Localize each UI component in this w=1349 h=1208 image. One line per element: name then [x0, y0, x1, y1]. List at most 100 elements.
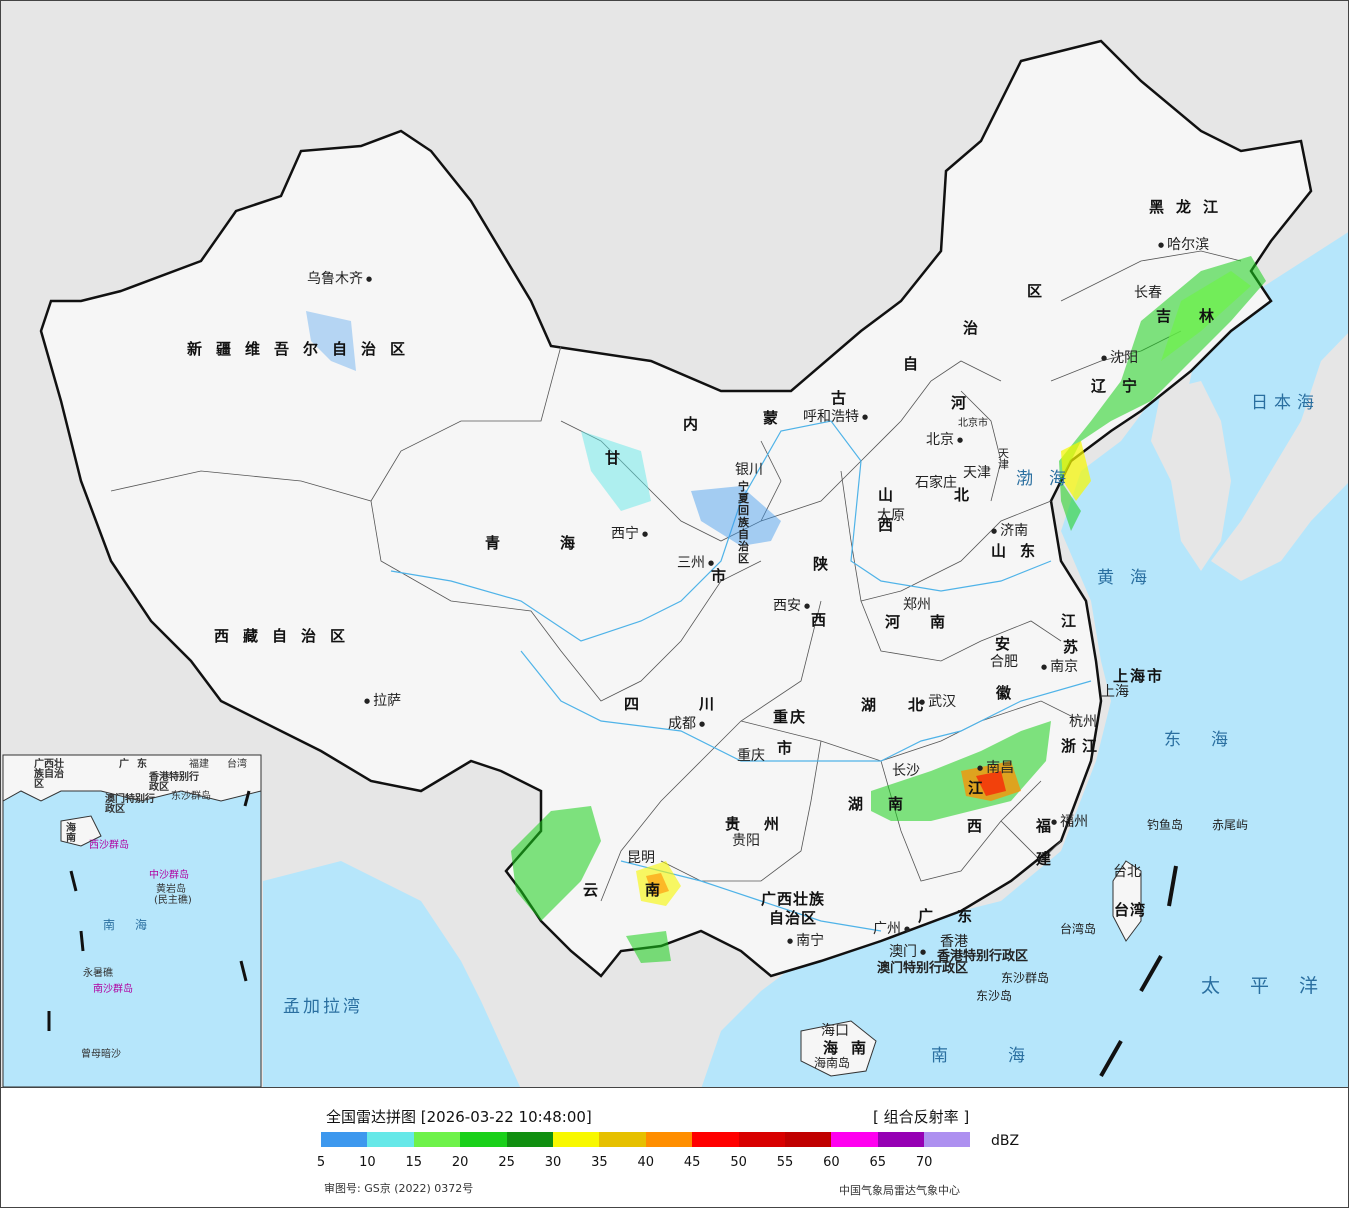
- region-yunnan-2: 南: [645, 881, 661, 899]
- city-guiyang: 贵阳: [732, 833, 760, 849]
- region-guangxi-1: 广西壮族: [761, 890, 826, 908]
- region-xinjiang: 新疆维吾尔自治区: [187, 340, 420, 358]
- city-beijing: 北京: [926, 433, 963, 447]
- color-swatch: [784, 1132, 832, 1147]
- region-shanghai: 上海市: [1113, 667, 1165, 685]
- map-canvas: [2, 39, 1348, 1087]
- color-scale-tick: 50: [730, 1155, 747, 1170]
- island-dongsha: 东沙群岛: [1001, 971, 1050, 985]
- region-chongqing-2: 市: [777, 739, 793, 757]
- color-scale-tick: 5: [316, 1155, 326, 1170]
- region-henan: 河南: [885, 613, 976, 631]
- region-heilongjiang: 黑龙江: [1149, 198, 1231, 216]
- region-gansu: 甘: [605, 449, 621, 467]
- city-nanchang: 南昌: [977, 761, 1014, 775]
- color-swatch: [552, 1132, 600, 1147]
- region-shaanxi-1: 陕: [813, 555, 829, 573]
- color-swatch: [692, 1132, 739, 1147]
- sea-bengal: 孟加拉湾: [283, 997, 363, 1017]
- region-guangdong: 广东: [918, 907, 997, 925]
- city-shanghai: 上海: [1101, 684, 1129, 700]
- region-anhui-2: 徽: [996, 684, 1012, 702]
- inset-taiwan: 台湾: [227, 759, 247, 770]
- color-scale-tick: 60: [823, 1155, 840, 1170]
- region-shaanxi-2: 西: [811, 611, 827, 629]
- taiwan-land: [1112, 860, 1142, 942]
- region-hunan-1: 湖: [848, 795, 864, 813]
- sea-donghai: 东海: [1164, 730, 1258, 750]
- inset-macao: 澳门特别行政区: [105, 794, 155, 815]
- region-hongkong: 香港特别行政区: [937, 949, 1029, 964]
- region-neimenggu-4: 自: [903, 355, 919, 373]
- region-hebei-2: 北: [954, 486, 970, 504]
- credit: 中国气象局雷达气象中心: [839, 1184, 960, 1197]
- region-zhejiang: 浙江: [1061, 737, 1104, 755]
- province-borders: [110, 250, 1242, 902]
- city-nanjing: 南京: [1041, 660, 1078, 674]
- inset-dongsha: 东沙群岛: [171, 791, 211, 802]
- region-anhui-1: 安: [995, 635, 1011, 653]
- region-jiangxi-2: 西: [967, 817, 983, 835]
- maritime-boundary: [1099, 865, 1178, 1077]
- region-neimenggu-1: 内: [683, 415, 699, 433]
- region-hebei-1: 河: [951, 394, 967, 412]
- color-scale-tick: 65: [869, 1155, 887, 1170]
- inset-huangyan-2: (民主礁): [154, 895, 192, 906]
- inset-yongshu: 永暑礁: [83, 968, 113, 979]
- region-fujian-1: 福: [1036, 817, 1052, 835]
- color-scale-ticks: 5 10 15 20 25 30 35 40 45 50 55 60 65 70: [317, 1155, 1021, 1173]
- region-liaoning: 辽宁: [1091, 377, 1154, 395]
- city-shijiazhuang: 石家庄: [915, 475, 957, 491]
- color-scale: [321, 1132, 971, 1147]
- color-swatch: [460, 1132, 507, 1147]
- rivers: [390, 420, 1092, 932]
- inset-zhongsha: 中沙群岛: [149, 870, 189, 881]
- region-neimenggu-3: 古: [831, 389, 847, 407]
- region-shanxi: 山西: [878, 486, 894, 534]
- color-scale-tick: 40: [637, 1155, 655, 1170]
- region-hainan-2: 南: [851, 1039, 867, 1057]
- region-xizang: 西藏自治区: [214, 627, 360, 645]
- south-china-sea-inset: [2, 754, 262, 1087]
- color-swatch: [599, 1132, 646, 1147]
- region-neimenggu-2: 蒙: [763, 409, 779, 427]
- radar-map: 新疆维吾尔自治区 西藏自治区 青海 甘 市 内 蒙 古 自 治 区 黑龙江 吉林…: [0, 0, 1349, 1088]
- approval-number: 审图号: GS京 (2022) 0372号: [324, 1182, 474, 1195]
- region-macao: 澳门特别行政区: [877, 961, 969, 976]
- inset-nansha: 南沙群岛: [93, 984, 133, 995]
- region-shandong: 山东: [991, 542, 1050, 560]
- city-changsha: 长沙: [892, 763, 920, 779]
- region-hunan-2: 南: [888, 795, 904, 813]
- color-swatch: [924, 1132, 971, 1147]
- region-neimenggu-5: 治: [963, 319, 979, 337]
- region-yunnan-1: 云: [583, 881, 599, 899]
- color-scale-tick: 70: [915, 1155, 933, 1170]
- region-tianjin: 天津: [998, 447, 1009, 471]
- color-scale-tick: 15: [405, 1155, 423, 1170]
- island-taiwan: 台湾岛: [1060, 922, 1097, 936]
- color-swatch: [877, 1132, 925, 1147]
- legend-panel: 全国雷达拼图 [2026-03-22 10:48:00] [ 组合反射率 ] 5…: [0, 1088, 1349, 1208]
- inset-fujian: 福建: [189, 759, 209, 770]
- region-hainan-1: 海: [823, 1039, 839, 1057]
- color-scale-tick: 45: [683, 1155, 701, 1170]
- region-guizhou: 贵州: [725, 815, 804, 833]
- sea-bohai: 渤海: [1016, 469, 1082, 489]
- color-scale-tick: 20: [451, 1155, 469, 1170]
- color-swatch: [321, 1132, 368, 1147]
- city-shenyang: 沈阳: [1101, 351, 1138, 365]
- legend-product: [ 组合反射率 ]: [873, 1108, 970, 1126]
- inset-xisha: 西沙群岛: [89, 840, 129, 851]
- region-neimenggu-6: 区: [1027, 282, 1043, 300]
- japan-land: [1211, 333, 1348, 581]
- city-zhengzhou: 郑州: [903, 597, 931, 613]
- sea-pacific: 太平洋: [1201, 975, 1349, 997]
- city-jinan: 济南: [991, 524, 1028, 538]
- region-taiwan: 台湾: [1114, 901, 1147, 919]
- region-jilin: 吉林: [1156, 307, 1243, 325]
- region-gansu-shi: 市: [711, 567, 727, 585]
- city-nanning: 南宁: [787, 934, 824, 948]
- city-hefei: 合肥: [990, 654, 1018, 670]
- city-lanzhou: 三州: [677, 556, 714, 570]
- island-dongsha-2: 东沙岛: [976, 989, 1013, 1003]
